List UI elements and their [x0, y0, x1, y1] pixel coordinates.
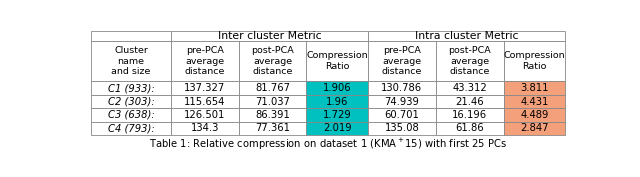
Text: 43.312: 43.312	[452, 83, 487, 93]
Text: Cluster
name
and size: Cluster name and size	[111, 46, 150, 76]
Text: 60.701: 60.701	[385, 110, 419, 120]
Bar	[307, 108, 368, 122]
Bar	[368, 81, 436, 95]
Text: 4.489: 4.489	[520, 110, 548, 120]
Text: pre-PCA
average
distance: pre-PCA average distance	[381, 46, 422, 76]
Bar	[504, 95, 565, 108]
Text: 130.786: 130.786	[381, 83, 422, 93]
Text: 3.811: 3.811	[520, 83, 548, 93]
Bar	[91, 108, 171, 122]
Text: 126.501: 126.501	[184, 110, 225, 120]
Bar	[91, 41, 171, 81]
Bar	[436, 81, 504, 95]
Text: 21.46: 21.46	[455, 96, 484, 107]
Text: C1 (933):: C1 (933):	[108, 83, 154, 93]
Text: 134.3: 134.3	[191, 123, 219, 133]
Text: 1.729: 1.729	[323, 110, 351, 120]
Bar	[171, 122, 239, 135]
Bar	[368, 31, 565, 41]
Bar	[307, 41, 368, 81]
Bar	[91, 81, 171, 95]
Text: 115.654: 115.654	[184, 96, 225, 107]
Text: 74.939: 74.939	[385, 96, 419, 107]
Text: 77.361: 77.361	[255, 123, 290, 133]
Text: 86.391: 86.391	[255, 110, 290, 120]
Text: 4.431: 4.431	[520, 96, 548, 107]
Text: 137.327: 137.327	[184, 83, 225, 93]
Bar	[171, 41, 239, 81]
Text: 1.96: 1.96	[326, 96, 348, 107]
Bar	[91, 95, 171, 108]
Text: C2 (303):: C2 (303):	[108, 96, 154, 107]
Bar	[368, 108, 436, 122]
Text: 2.019: 2.019	[323, 123, 351, 133]
Bar	[504, 41, 565, 81]
Text: Compression
Ratio: Compression Ratio	[504, 51, 565, 71]
Bar	[504, 122, 565, 135]
Text: 135.08: 135.08	[385, 123, 419, 133]
Bar	[91, 122, 171, 135]
Text: 1.906: 1.906	[323, 83, 351, 93]
Text: post-PCA
average
distance: post-PCA average distance	[252, 46, 294, 76]
Bar	[436, 95, 504, 108]
Bar	[171, 95, 239, 108]
Bar	[239, 81, 307, 95]
Bar	[307, 122, 368, 135]
Bar	[504, 108, 565, 122]
Bar	[91, 31, 171, 41]
Bar	[239, 122, 307, 135]
Bar	[368, 95, 436, 108]
Bar	[171, 81, 239, 95]
Bar	[436, 122, 504, 135]
Bar	[436, 41, 504, 81]
Bar	[239, 41, 307, 81]
Text: 2.847: 2.847	[520, 123, 548, 133]
Text: 16.196: 16.196	[452, 110, 487, 120]
Text: 61.86: 61.86	[455, 123, 484, 133]
Bar	[504, 81, 565, 95]
Bar	[307, 81, 368, 95]
Bar	[368, 41, 436, 81]
Bar	[239, 108, 307, 122]
Bar	[368, 122, 436, 135]
Bar	[307, 95, 368, 108]
Bar	[436, 108, 504, 122]
Bar	[171, 108, 239, 122]
Text: Compression
Ratio: Compression Ratio	[307, 51, 368, 71]
Bar	[239, 95, 307, 108]
Text: Table 1: Relative compression on dataset 1 (KMA$^+$15) with first 25 PCs: Table 1: Relative compression on dataset…	[149, 137, 507, 152]
Text: post-PCA
average
distance: post-PCA average distance	[448, 46, 491, 76]
Text: 81.767: 81.767	[255, 83, 290, 93]
Text: 71.037: 71.037	[255, 96, 290, 107]
Bar	[171, 31, 368, 41]
Text: C4 (793):: C4 (793):	[108, 123, 154, 133]
Text: C3 (638):: C3 (638):	[108, 110, 154, 120]
Text: Intra cluster Metric: Intra cluster Metric	[415, 31, 518, 41]
Text: pre-PCA
average
distance: pre-PCA average distance	[185, 46, 225, 76]
Text: Inter cluster Metric: Inter cluster Metric	[218, 31, 321, 41]
